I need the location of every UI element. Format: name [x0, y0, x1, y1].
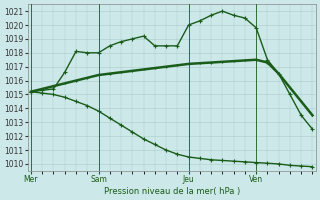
X-axis label: Pression niveau de la mer( hPa ): Pression niveau de la mer( hPa )	[104, 187, 240, 196]
